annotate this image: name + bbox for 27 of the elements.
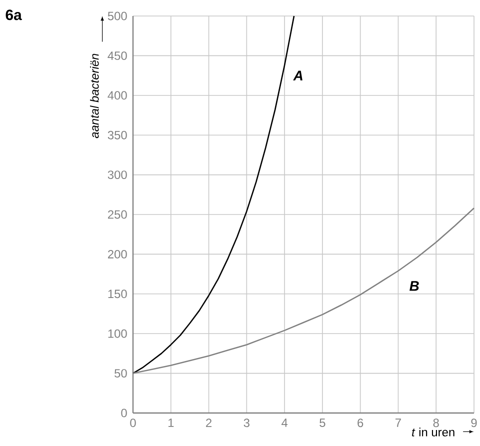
y-tick-label: 300 [108,170,127,180]
x-tick-label: 6 [358,418,364,428]
x-tick-label: 7 [396,418,401,427]
x-tick-label: 0 [130,418,136,428]
x-axis-title: t in uren [412,428,454,436]
annotation: B [410,281,419,291]
chart-title: 6a [6,10,22,20]
x-tick-label: 2 [206,418,212,427]
line-series [132,15,295,374]
y-tick-label: 150 [108,290,127,298]
x-tick-label: 5 [320,418,326,427]
y-tick-label: 400 [108,91,127,100]
x-tick-label: 8 [433,418,439,428]
y-tick-label: 450 [108,51,127,60]
x-tick-label: 3 [244,418,250,428]
y-tick-label: 350 [108,130,127,140]
x-tick-label: 4 [282,418,288,427]
y-tick-label: 200 [108,250,127,258]
annotation: A [293,70,302,80]
y-tick-label: 0 [121,408,127,418]
y-axis-title: aantal bacteriën [90,54,99,138]
y-tick-label: 50 [114,369,127,378]
y-tick-label: 100 [108,329,127,338]
y-tick-label: 250 [108,210,127,219]
x-tick-label: 9 [471,418,477,428]
y-tick-label: 500 [108,12,127,20]
x-tick-label: 1 [168,418,174,427]
